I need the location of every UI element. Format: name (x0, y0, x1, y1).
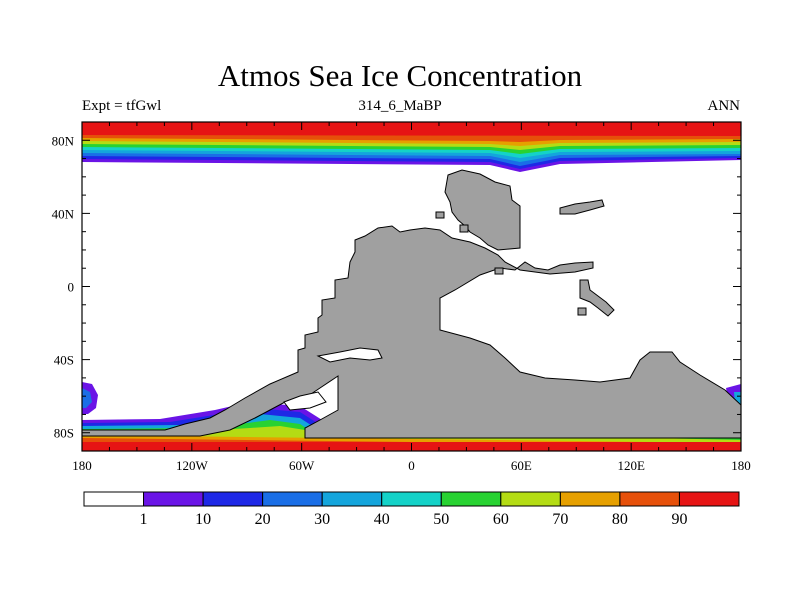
land (82, 169, 741, 439)
colorbar-swatch (83, 491, 145, 507)
lon-label: 180 (731, 458, 751, 473)
colorbar-label: 80 (612, 511, 628, 528)
inland-sea-south (283, 391, 327, 411)
lon-label: 60E (511, 458, 532, 473)
lat-label: 40N (52, 206, 75, 221)
lat-label: 80N (52, 133, 75, 148)
northern-landmass (444, 169, 521, 251)
colorbar-label: 90 (671, 511, 687, 528)
axis-ticks: 180 120W 60W 0 60E 120E 180 80N 40N 0 40S 80S (52, 121, 751, 473)
main-continent (82, 225, 741, 439)
colorbar-swatch (262, 491, 323, 507)
map-plot-area (82, 122, 741, 451)
island-small-1 (577, 307, 587, 316)
lon-label: 120E (617, 458, 645, 473)
colorbar-label: 20 (255, 511, 271, 528)
lon-label: 60W (289, 458, 315, 473)
colorbar-swatch (143, 491, 204, 507)
lon-label: 120W (176, 458, 209, 473)
lon-label: 0 (408, 458, 415, 473)
island-se (579, 279, 615, 317)
colorbar-label: 50 (433, 511, 449, 528)
period-label: 314_6_MaBP (358, 98, 442, 114)
colorbar-swatch (440, 491, 502, 507)
experiment-label: Expt = tfGwl (82, 98, 162, 114)
island-small-4 (494, 267, 504, 275)
arctic-sea-ice (82, 122, 741, 172)
season-label: ANN (707, 98, 741, 114)
colorbar: 1 10 20 30 40 50 60 70 80 90 (83, 491, 740, 528)
colorbar-swatch (381, 491, 442, 507)
lon-label: 180 (72, 458, 92, 473)
colorbar-swatch (321, 491, 383, 507)
colorbar-swatch (500, 491, 561, 507)
map-title: Atmos Sea Ice Concentration (217, 58, 583, 93)
colorbar-swatch (619, 491, 680, 507)
lat-label: 0 (68, 280, 75, 295)
colorbar-label: 40 (374, 511, 390, 528)
island-small-2 (435, 211, 445, 219)
island-ne (559, 199, 605, 215)
lat-label: 40S (54, 353, 74, 368)
colorbar-label: 1 (140, 511, 148, 528)
colorbar-label: 60 (493, 511, 509, 528)
lat-label: 80S (54, 426, 74, 441)
colorbar-swatch (678, 491, 740, 507)
colorbar-label: 70 (552, 511, 568, 528)
colorbar-swatch (202, 491, 264, 507)
colorbar-label: 30 (314, 511, 330, 528)
colorbar-label: 10 (195, 511, 211, 528)
island-small-3 (459, 224, 469, 233)
inland-sea (316, 347, 383, 363)
colorbar-swatch (559, 491, 621, 507)
